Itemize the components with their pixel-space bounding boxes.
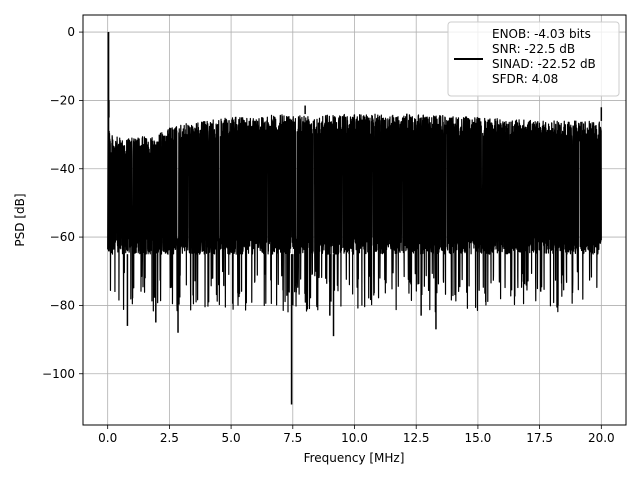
legend-snr: SNR: -22.5 dB [492, 42, 575, 56]
x-tick-label: 7.5 [283, 431, 302, 445]
y-tick-label: −100 [42, 367, 75, 381]
legend-enob: ENOB: -4.03 bits [492, 27, 591, 41]
x-axis-label: Frequency [MHz] [304, 451, 405, 465]
y-tick-label: −80 [50, 298, 75, 312]
y-tick-label: 0 [67, 25, 75, 39]
psd-series [107, 32, 603, 405]
legend-box [447, 21, 620, 97]
y-tick-label: −20 [50, 93, 75, 107]
y-axis-label: PSD [dB] [13, 193, 27, 246]
x-tick-label: 0.0 [98, 431, 117, 445]
x-axis-ticks: 0.0 2.5 5.0 7.5 10.0 12.5 15.0 17.5 20.0 [98, 425, 615, 445]
x-tick-label: 20.0 [588, 431, 615, 445]
y-tick-label: −40 [50, 162, 75, 176]
legend-sinad: SINAD: -22.52 dB [492, 57, 596, 71]
x-tick-label: 10.0 [341, 431, 368, 445]
x-tick-label: 5.0 [222, 431, 241, 445]
x-tick-label: 17.5 [526, 431, 553, 445]
y-tick-label: −60 [50, 230, 75, 244]
legend-sfdr: SFDR: 4.08 [492, 72, 558, 86]
legend: ENOB: -4.03 bits SNR: -22.5 dB SINAD: -2… [447, 21, 620, 97]
x-tick-label: 12.5 [403, 431, 430, 445]
x-tick-label: 2.5 [160, 431, 179, 445]
psd-trace [107, 32, 602, 313]
x-tick-label: 15.0 [465, 431, 492, 445]
y-axis-ticks: 0 −20 −40 −60 −80 −100 [42, 25, 83, 381]
